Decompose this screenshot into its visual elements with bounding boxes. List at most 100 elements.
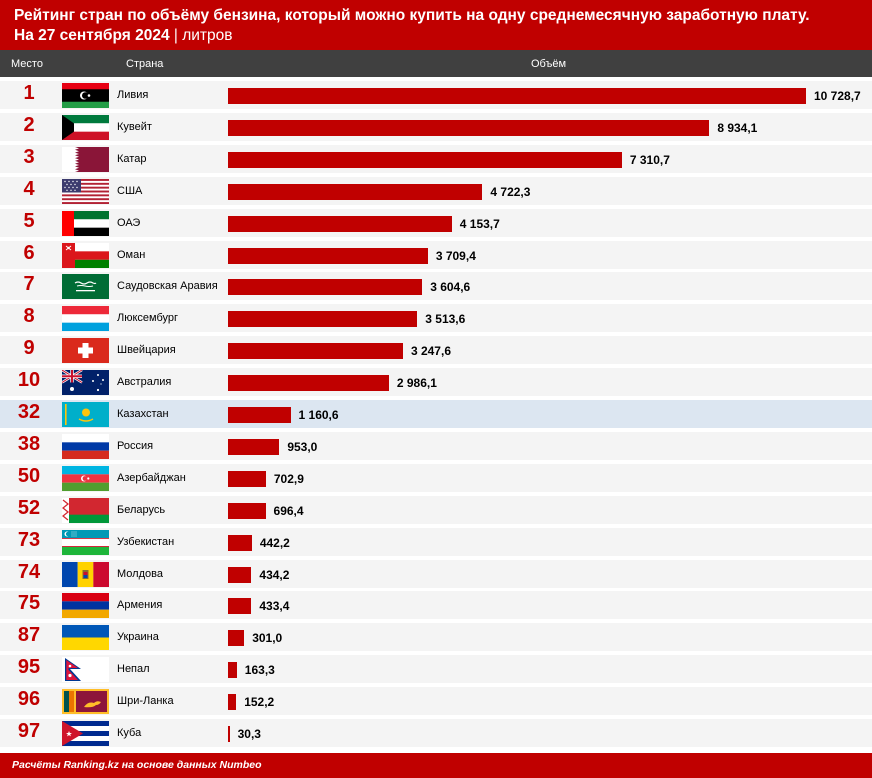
rank-number: 75 [17, 592, 41, 615]
row-background [0, 591, 872, 620]
armenia-flag-icon [62, 593, 109, 619]
country-name: Молдова [117, 567, 163, 580]
data-label: 953,0 [287, 439, 318, 454]
table-row: 9 Швейцария 3 247,6 [0, 334, 872, 366]
row-background [0, 655, 872, 684]
australia-flag-icon [62, 370, 109, 396]
cuba-flag-icon [62, 721, 109, 746]
rank-number: 97 [17, 720, 41, 742]
rank-number: 87 [17, 624, 41, 647]
country-name: Люксембург [117, 312, 179, 325]
row-background [0, 240, 872, 269]
data-label: 30,3 [237, 727, 261, 741]
data-label: 7 310,7 [629, 152, 670, 167]
country-name: Швейцария [117, 344, 176, 357]
data-label: 442,2 [259, 535, 290, 550]
nepal-flag-icon [62, 657, 109, 683]
rank-number: 8 [23, 305, 35, 328]
bar [228, 279, 423, 296]
ukraine-flag-icon [62, 625, 109, 651]
row-background [0, 687, 872, 716]
rank-number: 9 [23, 337, 35, 360]
oman-flag-icon [62, 242, 109, 268]
country-name: Непал [117, 663, 150, 676]
rank-number: 1 [23, 82, 35, 104]
data-label: 152,2 [244, 695, 275, 710]
russia-flag-icon [62, 433, 109, 459]
rank-number: 6 [23, 241, 35, 264]
rank-number: 32 [17, 401, 41, 423]
source-note: Расчёты Ranking.kz на основе данных Numb… [12, 759, 262, 771]
qatar-flag-icon [62, 146, 109, 172]
country-name: ОАЭ [117, 216, 141, 229]
data-label: 3 709,4 [435, 248, 476, 263]
table-row: 75 Армения 433,4 [0, 589, 872, 621]
rank-number: 2 [23, 113, 35, 136]
column-header-place: Место [11, 58, 43, 70]
rank-number: 74 [17, 560, 41, 583]
table-row: 10 Австралия 2 986,1 [0, 366, 872, 398]
data-label: 301,0 [252, 631, 283, 646]
bar [228, 662, 237, 679]
rank-number: 52 [17, 496, 41, 519]
chart-unit: литров [182, 27, 233, 44]
rank-number: 3 [23, 145, 35, 168]
bar [228, 407, 291, 423]
bar [228, 534, 252, 551]
rank-number: 73 [17, 528, 41, 551]
rank-number: 4 [23, 177, 35, 200]
table-row: 97 Куба 30,3 [0, 717, 872, 749]
country-name: США [117, 184, 143, 197]
bar [228, 375, 389, 392]
table-row: 74 Молдова 434,2 [0, 558, 872, 590]
rank-number: 5 [23, 209, 35, 232]
data-label: 4 722,3 [490, 184, 531, 199]
table-row: 4 США 4 722,3 [0, 175, 872, 207]
column-header-volume: Объём [531, 58, 567, 70]
uae-flag-icon [62, 210, 109, 236]
saudi-arabia-flag-icon [62, 274, 109, 300]
bar [228, 630, 245, 647]
chart-footer: Расчёты Ranking.kz на основе данных Numb… [0, 753, 872, 778]
bar [228, 119, 710, 136]
country-name: Армения [117, 599, 163, 612]
luxembourg-flag-icon [62, 306, 109, 332]
table-row: 32 Казахстан 1 160,6 [0, 398, 872, 430]
kuwait-flag-icon [62, 114, 109, 140]
row-background [0, 400, 872, 428]
bar [228, 566, 252, 583]
row-background [0, 431, 872, 460]
row-background [0, 304, 872, 333]
data-label: 3 604,6 [430, 280, 471, 295]
country-name: Катар [117, 152, 147, 165]
data-label: 702,9 [273, 471, 304, 486]
country-name: Куба [117, 727, 142, 739]
row-background [0, 495, 872, 524]
data-label: 8 934,1 [717, 120, 758, 135]
rank-number: 10 [17, 369, 41, 392]
row-background [0, 719, 872, 747]
chart-date: На 27 сентября 2024 [14, 27, 170, 44]
country-name: Азербайджан [117, 471, 186, 484]
row-background [0, 272, 872, 301]
chart-header: Рейтинг стран по объёму бензина, который… [0, 0, 872, 50]
bar [228, 247, 428, 264]
sri-lanka-flag-icon [62, 689, 109, 715]
table-row: 73 Узбекистан 442,2 [0, 526, 872, 558]
chart-subtitle: На 27 сентября 2024 | литров [14, 27, 233, 45]
bar [228, 183, 483, 200]
belarus-flag-icon [62, 497, 109, 523]
country-name: Шри-Ланка [117, 695, 174, 708]
country-name: Беларусь [117, 503, 166, 516]
data-label: 1 160,6 [298, 408, 339, 422]
bar [228, 88, 806, 104]
kazakhstan-flag-icon [62, 402, 109, 427]
azerbaijan-flag-icon [62, 465, 109, 491]
rank-number: 38 [17, 432, 41, 455]
row-background [0, 559, 872, 588]
table-row: 50 Азербайджан 702,9 [0, 462, 872, 494]
table-row: 1 Ливия 10 728,7 [0, 79, 872, 111]
country-name: Австралия [117, 376, 172, 389]
data-label: 4 153,7 [459, 216, 500, 231]
data-label: 3 513,6 [425, 312, 466, 327]
